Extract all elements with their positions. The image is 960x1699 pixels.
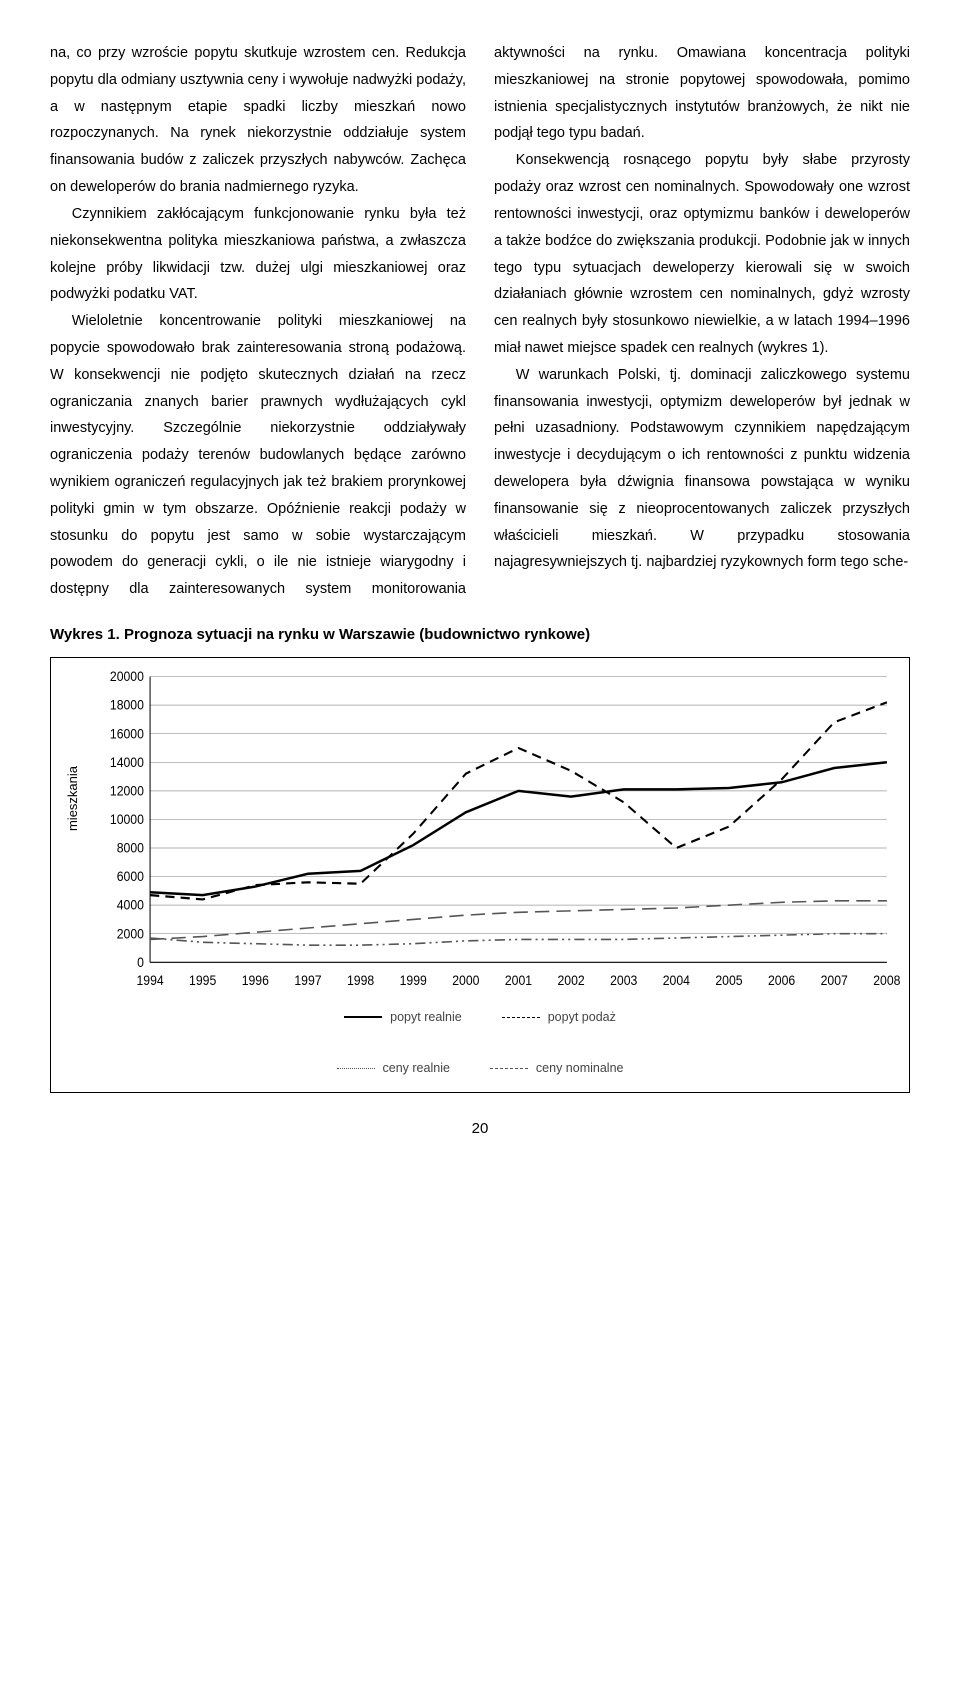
svg-text:1994: 1994 [136, 972, 163, 988]
svg-text:10000: 10000 [110, 811, 144, 827]
svg-text:16000: 16000 [110, 725, 144, 741]
svg-text:2002: 2002 [557, 972, 584, 988]
legend-item: ceny nominalne [490, 1057, 624, 1080]
legend-item: popyt realnie [344, 1006, 462, 1029]
chart-container: mieszkania 0 2000 4000 6000 8000 10000 12000 14… [50, 657, 910, 1093]
legend-swatch [337, 1068, 375, 1069]
legend-label: popyt podaż [548, 1006, 616, 1029]
svg-text:6000: 6000 [117, 868, 144, 884]
y-axis-label: mieszkania [61, 766, 85, 831]
svg-text:2005: 2005 [715, 972, 742, 988]
page-number: 20 [50, 1115, 910, 1143]
svg-text:2006: 2006 [768, 972, 795, 988]
svg-text:4000: 4000 [117, 897, 144, 913]
svg-text:2008: 2008 [873, 972, 900, 988]
legend-swatch [502, 1017, 540, 1018]
svg-text:2007: 2007 [821, 972, 848, 988]
svg-text:1999: 1999 [400, 972, 427, 988]
legend-swatch [344, 1016, 382, 1018]
svg-text:18000: 18000 [110, 697, 144, 713]
paragraph: Konsekwencją rosnącego popytu były słabe… [494, 147, 910, 362]
legend-item: ceny realnie [337, 1057, 450, 1080]
line-chart: 0 2000 4000 6000 8000 10000 12000 14000 16000 180… [97, 672, 893, 992]
svg-text:1995: 1995 [189, 972, 216, 988]
paragraph: W warunkach Polski, tj. dominacji zalicz… [494, 362, 910, 577]
svg-text:2000: 2000 [117, 925, 144, 941]
svg-text:12000: 12000 [110, 783, 144, 799]
legend-label: popyt realnie [390, 1006, 462, 1029]
svg-text:2000: 2000 [452, 972, 479, 988]
paragraph: Czynnikiem zakłócającym funkcjonowanie r… [50, 201, 466, 308]
svg-text:1998: 1998 [347, 972, 374, 988]
legend-label: ceny nominalne [536, 1057, 624, 1080]
legend-item: popyt podaż [502, 1006, 616, 1029]
svg-text:2004: 2004 [663, 972, 690, 988]
svg-text:1997: 1997 [294, 972, 321, 988]
chart-plot-area: mieszkania 02000400060008000100001200014… [97, 672, 893, 992]
legend-swatch [490, 1068, 528, 1069]
svg-text:2001: 2001 [505, 972, 532, 988]
svg-text:20000: 20000 [110, 668, 144, 684]
svg-text:1996: 1996 [242, 972, 269, 988]
svg-text:8000: 8000 [117, 840, 144, 856]
chart-title: Wykres 1. Prognoza sytuacji na rynku w W… [50, 621, 910, 649]
svg-text:2003: 2003 [610, 972, 637, 988]
body-text-columns: na, co przy wzroście popytu skutkuje wzr… [50, 40, 910, 603]
legend-label: ceny realnie [383, 1057, 450, 1080]
paragraph: na, co przy wzroście popytu skutkuje wzr… [50, 40, 466, 201]
svg-text:0: 0 [137, 954, 144, 970]
svg-text:14000: 14000 [110, 754, 144, 770]
chart-legend: popyt realnie popyt podaż ceny realnie cen… [67, 1006, 893, 1080]
